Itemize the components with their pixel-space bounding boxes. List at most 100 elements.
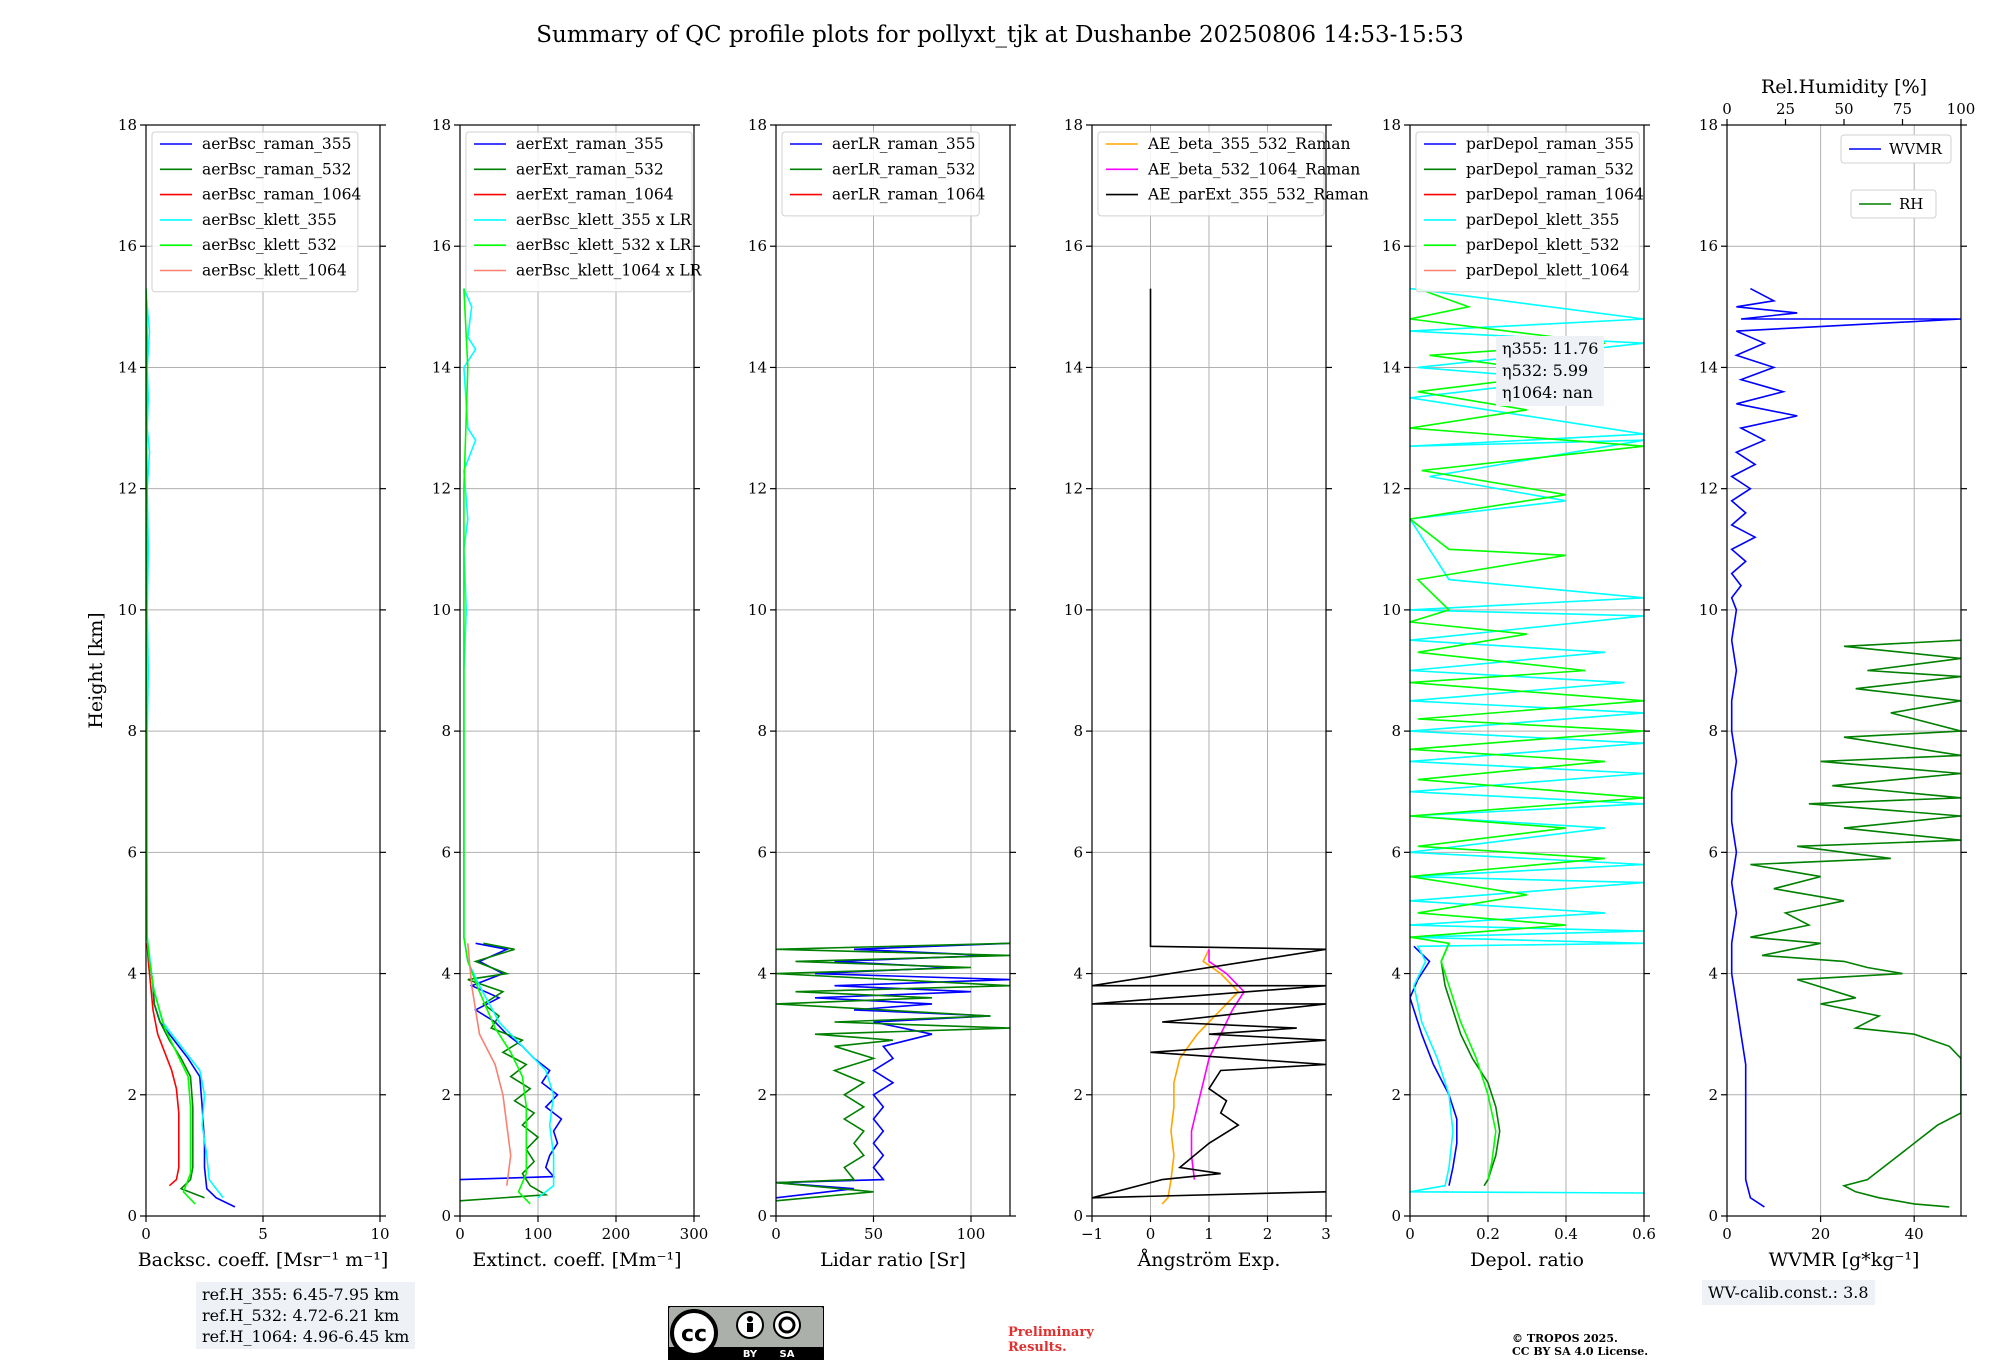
x-tick-label: 5 [258,1225,268,1243]
legend-label: aerExt_raman_532 [516,160,664,178]
x-tick-label: 0 [455,1225,465,1243]
x-axis-label: WVMR [g*kg⁻¹] [1769,1249,1920,1271]
y-tick-label: 14 [1382,358,1401,376]
legend-box [1850,189,1937,219]
ref-heights-box: ref.H_355: 6.45-7.95 km ref.H_532: 4.72-… [196,1282,416,1349]
y-tick-label: 10 [1064,601,1083,619]
x-tick-label: 50 [864,1225,883,1243]
legend-label: RH [1899,195,1923,213]
y-tick-label: 0 [1708,1207,1718,1225]
y-tick-label: 0 [127,1207,137,1225]
series-line-pardepol-klett-532 [1410,287,1644,1180]
y-axis-label: Height [km] [85,612,107,728]
legend-box [465,131,693,293]
legend: aerExt_raman_355 aerExt_raman_532 aerExt_r… [465,131,703,293]
eta-532: η532: 5.99 [1502,361,1589,380]
depol-params-box: η355: 11.76 η532: 5.99 η1064: nan [1496,336,1605,406]
legend-label: parDepol_klett_532 [1466,236,1619,254]
series-line-rh [1750,639,1961,1208]
legend-label: WVMR [1889,140,1943,158]
y-tick-label: 18 [1699,116,1718,134]
x-tick-label: 0 [1405,1225,1415,1243]
series-line-aerbsc-klett-1064-x-lr [467,943,512,1186]
y-tick-label: 0 [441,1207,451,1225]
legend-label: parDepol_klett_1064 [1466,262,1629,280]
y-tick-label: 10 [432,601,451,619]
legend-label: parDepol_raman_532 [1466,160,1634,178]
preliminary-line-2: Results. [1008,1340,1067,1355]
x-tick-label: 0 [1722,1225,1732,1243]
y-tick-label: 12 [118,480,137,498]
y-tick-label: 2 [757,1086,767,1104]
legend-box [781,131,980,217]
legend-label: aerBsc_raman_355 [202,135,352,153]
y-tick-label: 6 [757,843,767,861]
y-tick-label: 12 [1699,480,1718,498]
figure-title: Summary of QC profile plots for pollyxt_… [536,22,1464,48]
ref-height-1064: ref.H_1064: 4.96-6.45 km [202,1327,410,1346]
axes-frame [775,124,1011,1217]
series-line-aerbsc-klett-532-x-lr [463,288,531,1205]
x-tick-label: 1 [1204,1225,1214,1243]
svg-text:cc: cc [681,1322,707,1347]
y-tick-label: 8 [1073,722,1083,740]
profile-panel-5: 0 2 4 6 8 10 12 14 16 18 0 0.2 0.4 0.6 Depol. ratio par… [1382,116,1656,1271]
y-tick-label: 6 [1391,843,1401,861]
cc-sa-label: SA [780,1349,795,1360]
ref-height-355: ref.H_355: 6.45-7.95 km [202,1285,400,1304]
axes-frame [459,124,695,1217]
series-line-aerlr-raman-532 [776,942,1010,1202]
cc-by-sa-icon: cc BY SA [668,1306,824,1360]
y-tick-label: 16 [118,237,137,255]
y-tick-label: 4 [441,965,451,983]
y-tick-label: 10 [1699,601,1718,619]
x-tick-label: 0 [141,1225,151,1243]
y-tick-label: 4 [127,965,137,983]
legend-label: aerBsc_klett_355 [202,211,337,229]
series-line-aerbsc-raman-1064 [146,943,180,1187]
x-tick-label: 0.4 [1554,1225,1578,1243]
y-tick-label: 2 [1073,1086,1083,1104]
y-tick-label: 12 [748,480,767,498]
legend-box [151,131,359,293]
legend-label: aerBsc_raman_532 [202,160,352,178]
x-tick-label: 0.2 [1476,1225,1500,1243]
legend: AE_beta_355_532_Raman AE_beta_532_1064_Ra… [1097,131,1369,217]
profile-panel-3: 0 2 4 6 8 10 12 14 16 18 0 50 100 Lidar ratio [Sr] aer… [748,116,1016,1271]
x-tick-label: 3 [1321,1225,1331,1243]
y-tick-label: 2 [1708,1086,1718,1104]
x-tick-label: 40 [1905,1225,1924,1243]
x-tick-label: −1 [1081,1225,1103,1243]
y-tick-label: 16 [432,237,451,255]
series-line-aerbsc-klett-532 [146,288,196,1205]
y-tick-label: 18 [1382,116,1401,134]
x2-tick-label: 50 [1834,100,1853,118]
series-line-ae-beta-532-1064-raman [1190,949,1246,1180]
legend-label: aerBsc_klett_355 x LR [516,211,693,229]
ref-height-532: ref.H_532: 4.72-6.21 km [202,1306,400,1325]
legend-label: aerLR_raman_532 [832,160,975,178]
y-tick-label: 8 [1708,722,1718,740]
x2-tick-label: 75 [1893,100,1912,118]
x2-tick-label: 0 [1722,100,1732,118]
profile-panel-2: 0 2 4 6 8 10 12 14 16 18 0 100 200 300 Extinct. coeff.… [432,116,708,1271]
x-tick-label: 200 [602,1225,631,1243]
legend: parDepol_raman_355 parDepol_raman_532 parD… [1415,131,1644,293]
legend-label: aerBsc_klett_1064 [202,262,347,280]
y-tick-label: 4 [1073,965,1083,983]
legend-label: aerBsc_klett_1064 x LR [516,262,703,280]
legend-label: aerExt_raman_355 [516,135,664,153]
y-tick-label: 0 [1391,1207,1401,1225]
x-tick-label: 0 [771,1225,781,1243]
preliminary-line-1: Preliminary [1008,1325,1094,1340]
copyright-note: © TROPOS 2025. CC BY SA 4.0 License. [1512,1332,1648,1358]
y-tick-label: 0 [1073,1207,1083,1225]
x-tick-label: 0.6 [1632,1225,1656,1243]
y-tick-label: 4 [1708,965,1718,983]
copyright-line-2: CC BY SA 4.0 License. [1512,1345,1649,1358]
wv-calib-box: WV-calib.const.: 3.8 [1702,1280,1875,1305]
y-tick-label: 2 [1391,1086,1401,1104]
x-axis-label: Lidar ratio [Sr] [820,1249,966,1271]
